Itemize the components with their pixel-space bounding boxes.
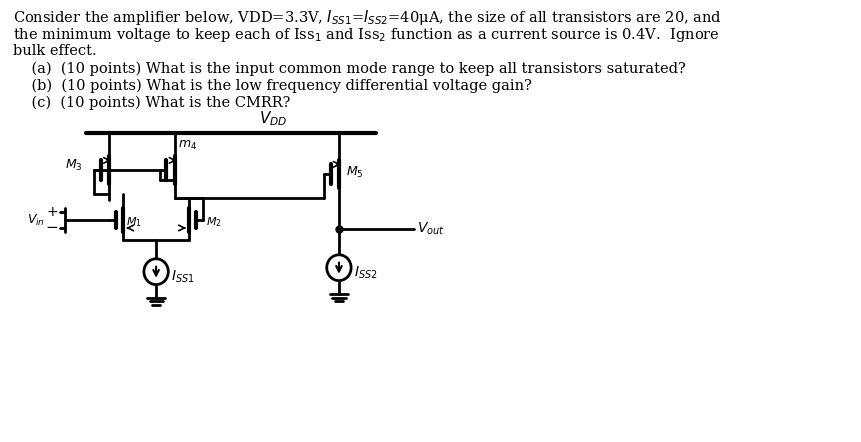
- Text: $M_5$: $M_5$: [346, 165, 364, 180]
- Text: $I_{SS1}$: $I_{SS1}$: [171, 268, 195, 285]
- Text: $V_{out}$: $V_{out}$: [417, 221, 444, 237]
- Text: $M_1$: $M_1$: [126, 215, 142, 229]
- Text: +: +: [46, 205, 58, 219]
- Text: $V_{in}$: $V_{in}$: [27, 213, 45, 228]
- Text: bulk effect.: bulk effect.: [13, 44, 96, 58]
- Text: $M_3$: $M_3$: [65, 158, 83, 173]
- Text: $I_{SS2}$: $I_{SS2}$: [354, 264, 378, 281]
- Text: (b)  (10 points) What is the low frequency differential voltage gain?: (b) (10 points) What is the low frequenc…: [13, 79, 531, 93]
- Text: the minimum voltage to keep each of Iss$_1$ and Iss$_2$ function as a current so: the minimum voltage to keep each of Iss$…: [13, 26, 719, 44]
- Text: Consider the amplifier below, VDD=3.3V, $I_{SS1}$=$I_{SS2}$=40μA, the size of al: Consider the amplifier below, VDD=3.3V, …: [13, 8, 722, 27]
- Text: $M_2$: $M_2$: [206, 215, 221, 229]
- Text: (a)  (10 points) What is the input common mode range to keep all transistors sat: (a) (10 points) What is the input common…: [13, 62, 685, 76]
- Text: −: −: [45, 221, 58, 236]
- Text: $V_{DD}$: $V_{DD}$: [259, 109, 288, 128]
- Text: (c)  (10 points) What is the CMRR?: (c) (10 points) What is the CMRR?: [13, 96, 290, 110]
- Text: $m_4$: $m_4$: [177, 139, 197, 152]
